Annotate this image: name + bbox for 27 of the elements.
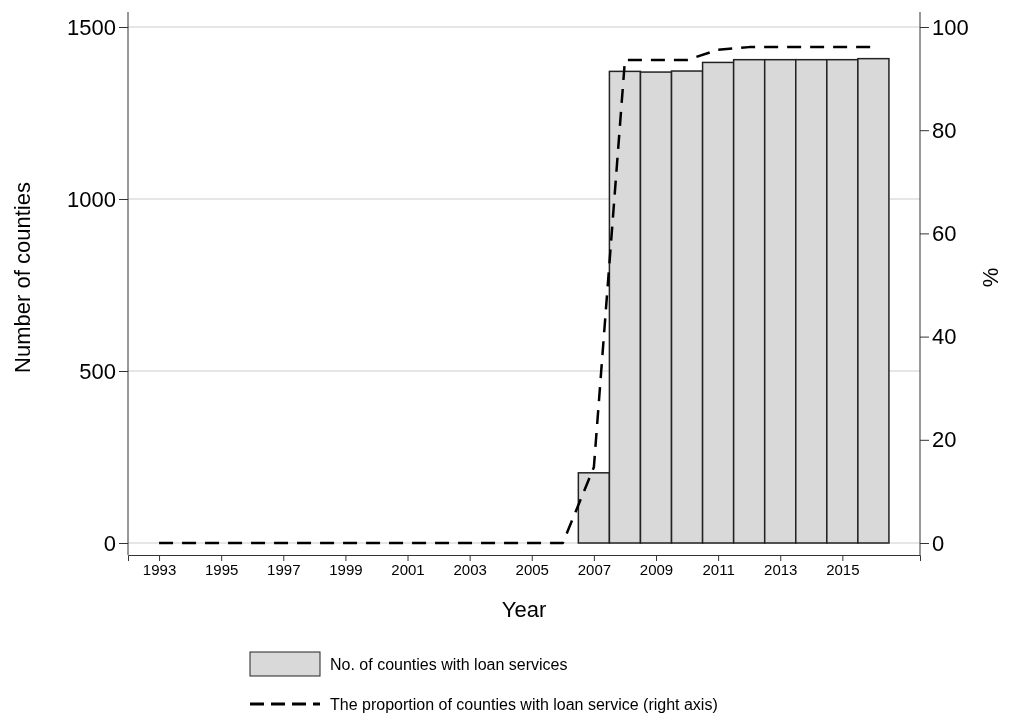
- y-tick-label: 1500: [67, 14, 116, 40]
- x-axis-title: Year: [501, 597, 547, 622]
- y2-axis-title: %: [978, 267, 1003, 288]
- x-tick-label: 1997: [267, 560, 301, 578]
- x-tick-label: 2007: [577, 560, 612, 578]
- y-tick-label: 0: [103, 530, 116, 556]
- x-tick-label: 2009: [639, 560, 674, 578]
- x-tick-label: 2005: [515, 560, 549, 578]
- y2-tick-label: 20: [932, 427, 957, 453]
- y-tick-label: 500: [79, 358, 116, 384]
- y2-tick-label: 80: [932, 117, 957, 143]
- x-tick-label: 2003: [453, 560, 487, 578]
- x-tick-label: 1993: [142, 560, 177, 578]
- y-tick-label: 1000: [67, 186, 116, 212]
- y2-tick-label: 60: [932, 220, 957, 246]
- y2-tick-label: 0: [932, 530, 945, 556]
- x-tick-label: 2013: [764, 560, 798, 578]
- legend-label: No. of counties with loan services: [330, 655, 568, 673]
- legend-label: The proportion of counties with loan service (right axis): [330, 695, 718, 713]
- x-tick-label: 1999: [329, 560, 363, 578]
- y2-tick-label: 100: [932, 14, 969, 40]
- x-tick-label: 2011: [702, 560, 735, 578]
- x-tick-label: 2015: [826, 560, 860, 578]
- y-axis-title: Number of counties: [10, 182, 35, 373]
- y2-tick-label: 40: [932, 324, 957, 350]
- x-tick-label: 1995: [204, 560, 239, 578]
- x-tick-label: 2001: [391, 560, 425, 578]
